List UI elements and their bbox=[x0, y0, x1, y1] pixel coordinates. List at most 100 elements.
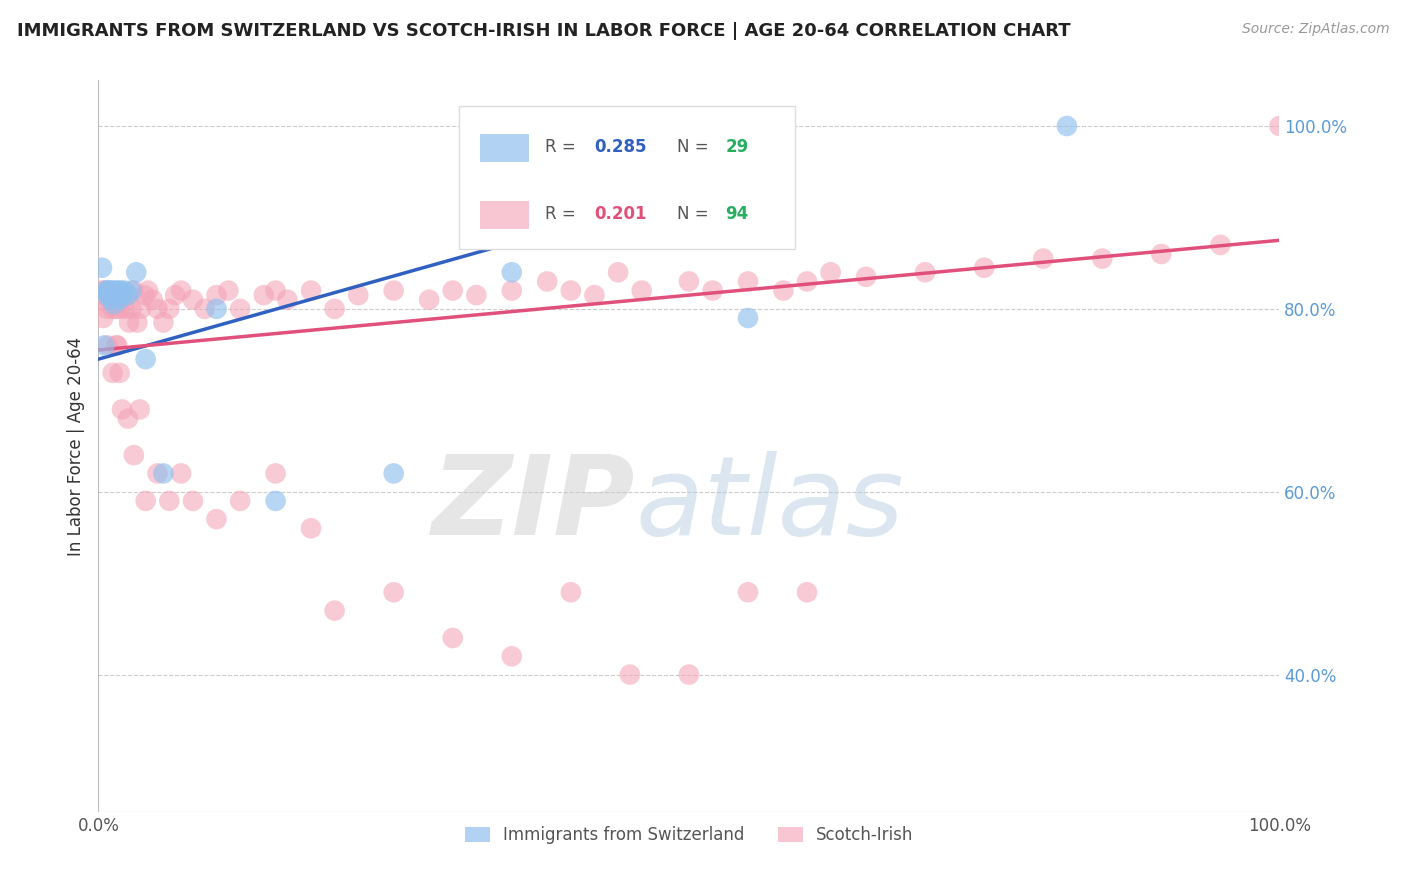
Text: Source: ZipAtlas.com: Source: ZipAtlas.com bbox=[1241, 22, 1389, 37]
Point bbox=[181, 494, 204, 508]
Point bbox=[1268, 119, 1291, 133]
Point bbox=[702, 284, 724, 298]
Point bbox=[501, 284, 523, 298]
Legend: Immigrants from Switzerland, Scotch-Irish: Immigrants from Switzerland, Scotch-Iris… bbox=[458, 820, 920, 851]
Point bbox=[111, 293, 134, 307]
Point bbox=[1150, 247, 1173, 261]
Point bbox=[299, 284, 322, 298]
Point bbox=[441, 284, 464, 298]
Point bbox=[98, 288, 121, 302]
Point bbox=[142, 293, 165, 307]
Point bbox=[276, 293, 298, 307]
Point bbox=[96, 301, 118, 316]
Point bbox=[91, 260, 114, 275]
Point bbox=[382, 585, 405, 599]
Point bbox=[737, 585, 759, 599]
Point bbox=[105, 338, 128, 352]
Point bbox=[108, 366, 131, 380]
Point bbox=[100, 293, 122, 307]
Point bbox=[418, 293, 440, 307]
Point bbox=[107, 284, 129, 298]
Point bbox=[501, 265, 523, 279]
Point bbox=[855, 269, 877, 284]
Point bbox=[772, 284, 794, 298]
Text: 94: 94 bbox=[725, 205, 749, 223]
Point bbox=[1032, 252, 1054, 266]
Point bbox=[91, 284, 114, 298]
Point bbox=[117, 288, 139, 302]
Point bbox=[678, 667, 700, 681]
Point bbox=[128, 402, 150, 417]
Point bbox=[914, 265, 936, 279]
Text: N =: N = bbox=[678, 205, 714, 223]
Point bbox=[264, 494, 287, 508]
Text: R =: R = bbox=[546, 205, 581, 223]
Point bbox=[205, 301, 228, 316]
Point bbox=[737, 275, 759, 289]
Point bbox=[103, 297, 125, 311]
Point bbox=[111, 402, 134, 417]
Point bbox=[165, 288, 187, 302]
Point bbox=[152, 316, 174, 330]
Point bbox=[127, 316, 149, 330]
Point bbox=[157, 301, 180, 316]
Text: ZIP: ZIP bbox=[432, 451, 636, 558]
Point bbox=[105, 284, 128, 298]
Point bbox=[104, 288, 127, 302]
Point bbox=[136, 284, 159, 298]
Point bbox=[264, 284, 287, 298]
Point bbox=[105, 288, 128, 302]
Point bbox=[630, 284, 652, 298]
Point bbox=[1209, 238, 1232, 252]
Point bbox=[146, 301, 169, 316]
Bar bbox=[479, 134, 530, 162]
Point bbox=[619, 667, 641, 681]
Point bbox=[135, 352, 157, 367]
Point bbox=[205, 512, 228, 526]
Point bbox=[97, 284, 120, 298]
Point bbox=[441, 631, 464, 645]
Point bbox=[108, 301, 131, 316]
Point bbox=[607, 265, 630, 279]
Point bbox=[973, 260, 995, 275]
Point bbox=[93, 288, 115, 302]
Text: IMMIGRANTS FROM SWITZERLAND VS SCOTCH-IRISH IN LABOR FORCE | AGE 20-64 CORRELATI: IMMIGRANTS FROM SWITZERLAND VS SCOTCH-IR… bbox=[17, 22, 1070, 40]
Point bbox=[229, 301, 252, 316]
Point bbox=[146, 467, 169, 481]
Text: 29: 29 bbox=[725, 138, 749, 156]
Text: 0.201: 0.201 bbox=[595, 205, 647, 223]
FancyBboxPatch shape bbox=[458, 106, 796, 249]
Point bbox=[1091, 252, 1114, 266]
Point bbox=[129, 301, 152, 316]
Point bbox=[94, 284, 117, 298]
Point bbox=[264, 467, 287, 481]
Point bbox=[115, 288, 138, 302]
Point bbox=[118, 316, 141, 330]
Point bbox=[796, 275, 818, 289]
Text: R =: R = bbox=[546, 138, 581, 156]
Point bbox=[536, 275, 558, 289]
Point bbox=[91, 310, 114, 325]
Point bbox=[796, 585, 818, 599]
Point bbox=[97, 338, 120, 352]
Point bbox=[103, 288, 125, 302]
Point bbox=[678, 275, 700, 289]
Point bbox=[1056, 119, 1078, 133]
Point bbox=[347, 288, 370, 302]
Point bbox=[820, 265, 842, 279]
Point bbox=[122, 448, 145, 462]
Point bbox=[98, 284, 121, 298]
Bar bbox=[479, 202, 530, 229]
Point bbox=[170, 467, 193, 481]
Point bbox=[105, 301, 128, 316]
Point bbox=[134, 288, 156, 302]
Point bbox=[112, 284, 135, 298]
Point bbox=[112, 301, 135, 316]
Point bbox=[105, 338, 128, 352]
Point bbox=[205, 288, 228, 302]
Text: N =: N = bbox=[678, 138, 714, 156]
Point bbox=[98, 284, 121, 298]
Text: 0.285: 0.285 bbox=[595, 138, 647, 156]
Point bbox=[93, 338, 115, 352]
Point bbox=[217, 284, 239, 298]
